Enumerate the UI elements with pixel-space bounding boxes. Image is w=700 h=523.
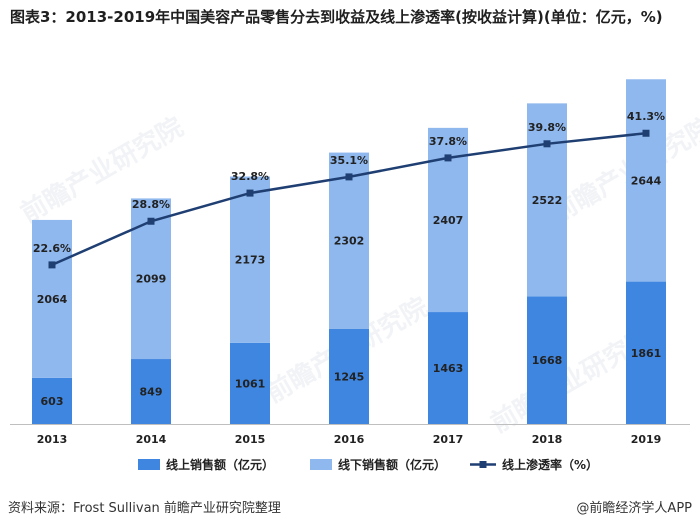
- bar-online: [329, 328, 369, 424]
- x-tick-label: 2015: [235, 433, 266, 446]
- x-tick-label: 2018: [532, 433, 563, 446]
- rate-point: [543, 140, 551, 148]
- legend-label: 线上销售额（亿元）: [166, 457, 274, 472]
- x-tick-label: 2017: [433, 433, 464, 446]
- bar-offline-label: 2522: [532, 194, 563, 207]
- legend-swatch: [310, 459, 332, 470]
- rate-point: [147, 217, 155, 225]
- bar-offline-label: 2302: [334, 235, 365, 248]
- x-tick-label: 2016: [334, 433, 365, 446]
- bar-online: [626, 281, 666, 424]
- rate-label: 41.3%: [627, 110, 665, 123]
- legend-marker: [479, 461, 487, 468]
- bar-offline: [32, 219, 72, 378]
- bar-offline-label: 2644: [631, 174, 662, 187]
- bar-online-label: 1245: [334, 370, 365, 383]
- x-tick-label: 2014: [136, 433, 167, 446]
- bar-offline-label: 2407: [433, 214, 464, 227]
- rate-label: 22.6%: [33, 242, 71, 255]
- bar-online-label: 1061: [235, 377, 266, 390]
- rate-point: [48, 261, 56, 269]
- rate-label: 35.1%: [330, 154, 368, 167]
- legend-swatch: [138, 459, 160, 470]
- bar-online-label: 1463: [433, 362, 464, 375]
- rate-point: [246, 189, 254, 197]
- bar-offline: [131, 198, 171, 360]
- bar-online: [428, 312, 468, 424]
- x-tick-label: 2019: [631, 433, 662, 446]
- bar-offline-label: 2173: [235, 254, 266, 267]
- rate-point: [444, 154, 452, 162]
- bar-offline: [626, 79, 666, 282]
- bar-online: [32, 377, 72, 424]
- rate-label: 28.8%: [132, 198, 170, 211]
- bar-online: [230, 342, 270, 424]
- rate-label: 37.8%: [429, 135, 467, 148]
- bar-offline: [329, 152, 369, 329]
- legend-label: 线下销售额（亿元）: [338, 457, 446, 472]
- bar-offline-label: 2064: [37, 293, 68, 306]
- brand-note: @前瞻经济学人APP: [576, 501, 692, 516]
- bar-offline: [527, 103, 567, 297]
- bar-online-label: 849: [140, 386, 163, 399]
- legend-label: 线上渗透率（%）: [502, 457, 598, 472]
- rate-point: [345, 173, 353, 181]
- bar-online-label: 603: [41, 395, 64, 408]
- bar-online-label: 1861: [631, 347, 662, 360]
- x-tick-label: 2013: [37, 433, 68, 446]
- bar-online-label: 1668: [532, 354, 563, 367]
- rate-label: 39.8%: [528, 121, 566, 134]
- bar-online: [131, 359, 171, 424]
- bar-online: [527, 296, 567, 424]
- source-note: 资料来源：Frost Sullivan 前瞻产业研究院整理: [8, 501, 281, 516]
- rate-label: 32.8%: [231, 170, 269, 183]
- bar-offline-label: 2099: [136, 273, 167, 286]
- rate-point: [642, 129, 650, 137]
- bar-offline: [230, 176, 270, 343]
- chart-title: 图表3：2013-2019年中国美容产品零售分去到收益及线上渗透率(按收益计算)…: [10, 8, 663, 26]
